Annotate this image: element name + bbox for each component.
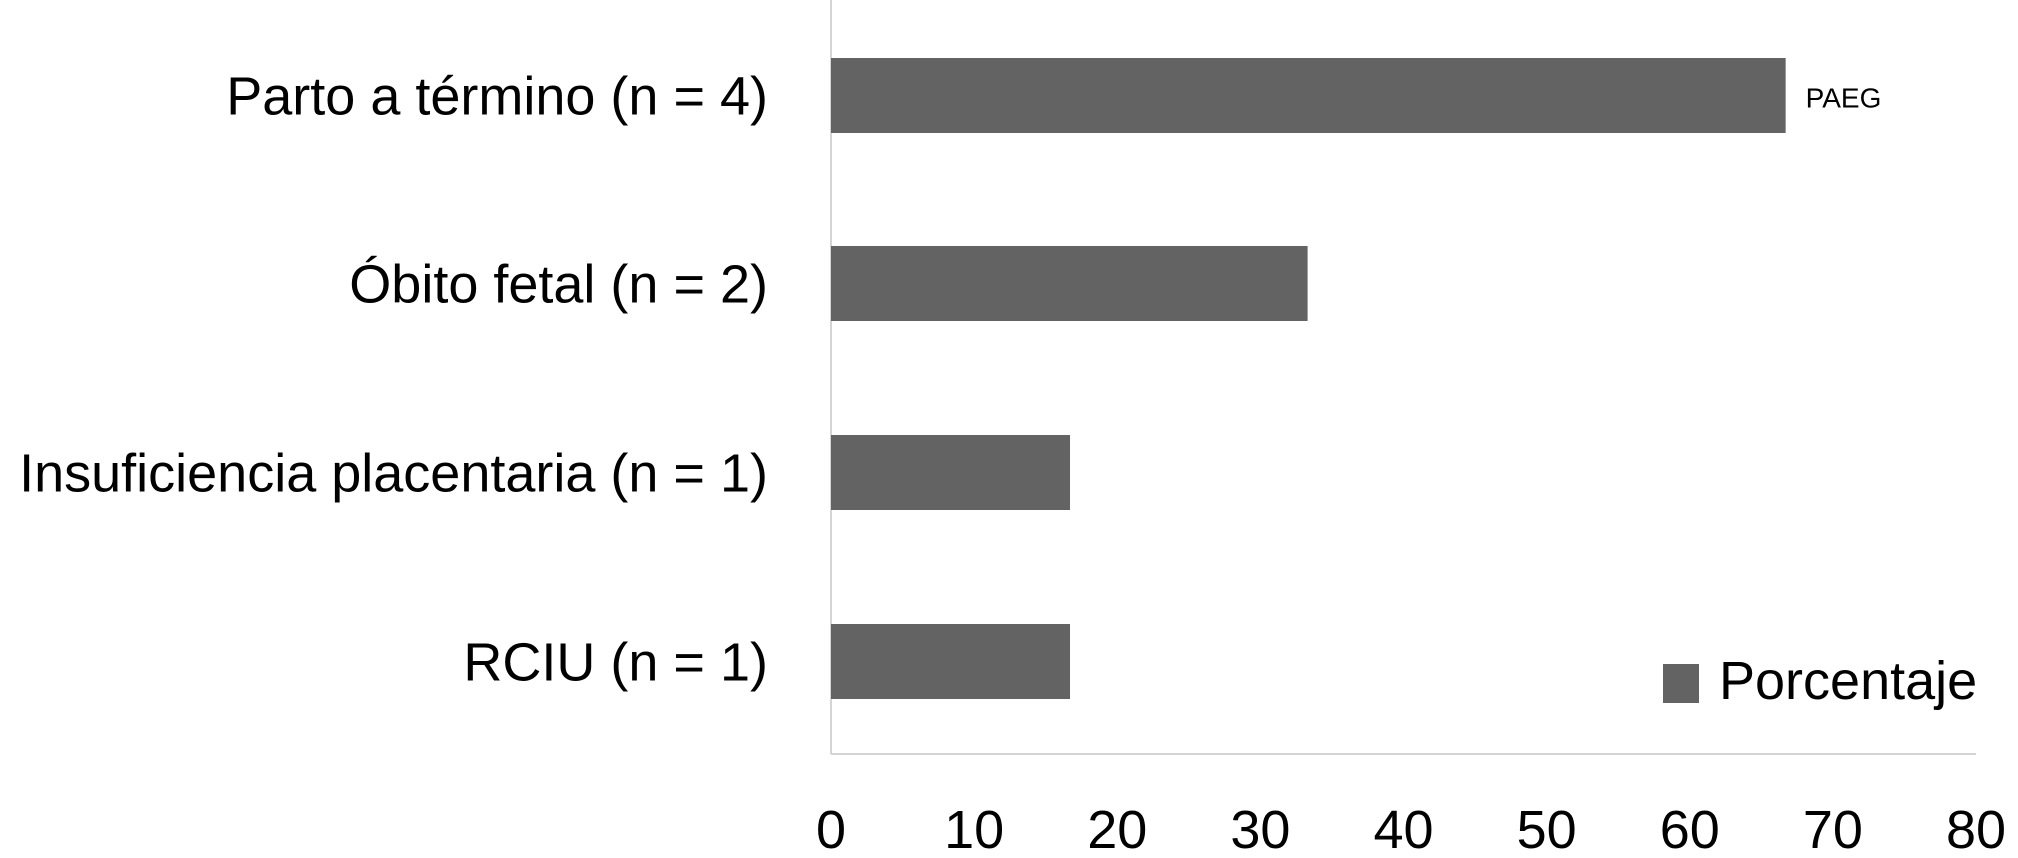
x-tick-label: 70 bbox=[1803, 800, 1863, 858]
bar bbox=[831, 58, 1786, 133]
x-tick-label: 60 bbox=[1660, 800, 1720, 858]
x-tick-label: 80 bbox=[1946, 800, 2006, 858]
bar bbox=[831, 624, 1071, 699]
category-label: RCIU (n = 1) bbox=[463, 633, 768, 693]
x-tick-label: 40 bbox=[1373, 800, 1433, 858]
legend-label: Porcentaje bbox=[1719, 651, 1977, 711]
legend-swatch bbox=[1663, 664, 1699, 703]
data-annotation: PAEG bbox=[1806, 83, 1882, 114]
x-tick-label: 30 bbox=[1230, 800, 1290, 858]
bar bbox=[831, 435, 1071, 510]
x-tick-label: 50 bbox=[1517, 800, 1577, 858]
category-label: Parto a término (n = 4) bbox=[226, 67, 768, 127]
x-tick-label: 0 bbox=[816, 800, 846, 858]
category-label: Insuficiencia placentaria (n = 1) bbox=[19, 444, 768, 504]
category-label: Óbito fetal (n = 2) bbox=[349, 255, 768, 315]
x-tick-label: 20 bbox=[1087, 800, 1147, 858]
bar bbox=[831, 246, 1308, 321]
x-tick-label: 10 bbox=[944, 800, 1004, 858]
